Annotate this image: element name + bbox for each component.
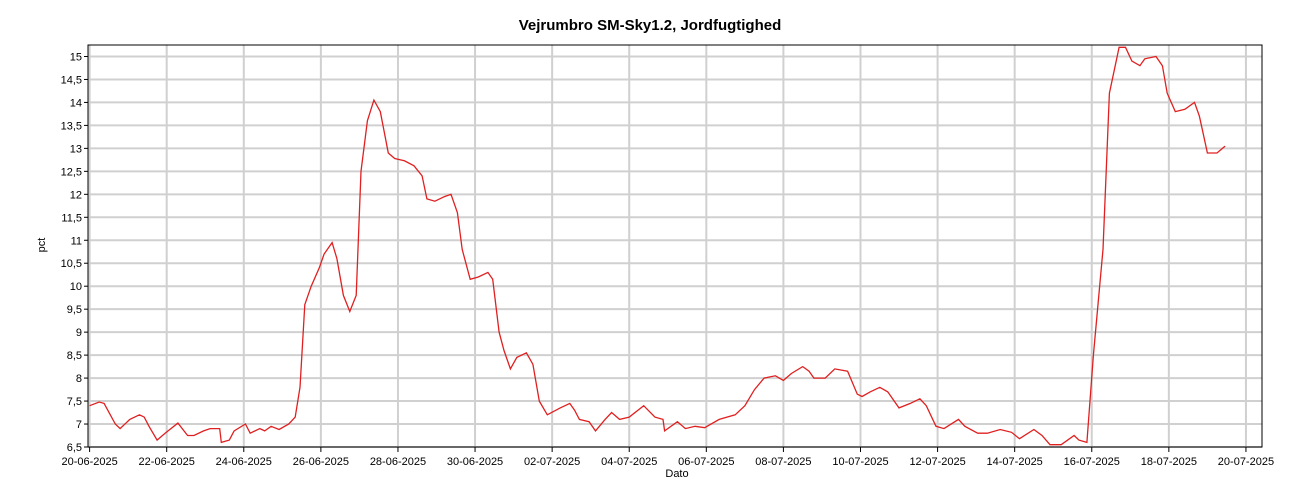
chart-title: Vejrumbro SM-Sky1.2, Jordfugtighed [519,17,782,34]
y-tick-label: 12 [70,189,82,201]
y-tick-label: 15 [70,51,82,63]
x-tick-label: 16-07-2025 [1064,456,1120,468]
y-tick-label: 8 [76,373,82,385]
y-tick-label: 9,5 [67,304,82,316]
plot-frame [87,44,1263,448]
y-tick-label: 13,5 [61,120,82,132]
y-tick-label: 11 [71,235,82,247]
y-tick-label: 7 [76,419,82,431]
x-tick-label: 18-07-2025 [1141,456,1197,468]
x-tick-label: 22-06-2025 [139,456,195,468]
x-tick-label: 14-07-2025 [987,456,1043,468]
y-tick-label: 8,5 [67,350,82,362]
y-tick-label: 14,5 [61,74,82,86]
x-tick-label: 12-07-2025 [909,456,965,468]
y-tick-label: 7,5 [67,396,82,408]
x-tick-label: 24-06-2025 [216,456,272,468]
x-tick-label: 30-06-2025 [447,456,503,468]
x-tick-label: 26-06-2025 [293,456,349,468]
x-tick-label: 10-07-2025 [832,456,888,468]
x-tick-label: 06-07-2025 [678,456,734,468]
x-tick-label: 02-07-2025 [524,456,580,468]
data-line [89,46,1226,446]
y-tick-label: 12,5 [61,166,82,178]
x-tick-label: 04-07-2025 [601,456,657,468]
y-tick-label: 9 [76,327,82,339]
x-tick-label: 20-07-2025 [1218,456,1274,468]
x-tick-label: 20-06-2025 [61,456,117,468]
y-tick-label: 13 [70,143,82,155]
y-tick-label: 11,5 [61,212,82,224]
y-tick-label: 6,5 [67,442,82,454]
y-tick-label: 10 [70,281,82,293]
x-axis-label: Dato [665,468,688,480]
y-axis-label: pct [36,238,48,253]
y-tick-label: 14 [70,97,82,109]
y-tick-label: 10,5 [61,258,82,270]
x-tick-label: 28-06-2025 [370,456,426,468]
x-tick-label: 08-07-2025 [755,456,811,468]
